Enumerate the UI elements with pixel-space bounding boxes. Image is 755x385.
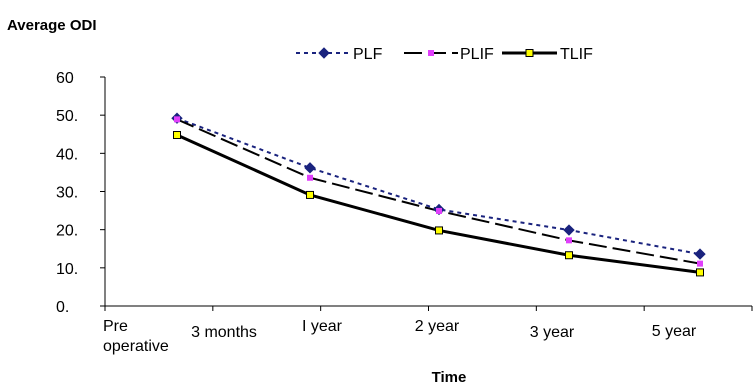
y-tick-label: 40.	[56, 146, 78, 163]
x-tick-label: 3 year	[530, 324, 575, 341]
tlif-line	[176, 133, 701, 274]
y-tick-label: 30.	[56, 185, 78, 202]
tlif-point	[173, 131, 181, 140]
plif-point	[174, 116, 180, 123]
x-tick-label: 2 year	[415, 318, 460, 335]
legend-label-plif: PLIF	[460, 46, 494, 63]
plif-point	[436, 207, 442, 214]
plf-point	[304, 162, 316, 174]
legend-label-plf: PLF	[353, 46, 383, 63]
tlif-point	[306, 190, 314, 199]
y-tick-label: 0.	[56, 299, 69, 316]
x-tick-label: 3 months	[191, 324, 257, 341]
plif-point	[428, 50, 434, 56]
x-tick-label: Pre operative	[103, 318, 169, 355]
plif-point	[307, 174, 313, 181]
x-axis-title: Time	[432, 369, 467, 385]
tlif-point	[435, 226, 443, 235]
plif-point	[566, 237, 572, 244]
y-axis-title: Average ODI	[7, 17, 96, 34]
x-tick-label: 5 year	[652, 323, 697, 340]
tlif-point	[525, 49, 534, 57]
y-tick-label: 60	[56, 70, 74, 87]
tlif-point	[696, 268, 704, 277]
y-tick-label: 50.	[56, 108, 78, 125]
tlif-point	[565, 251, 573, 260]
y-tick-label: 10.	[56, 261, 78, 278]
x-tick-label: I year	[302, 318, 343, 335]
plf-point	[694, 248, 706, 260]
plot-area: 0. 10. 20. 30. 40. 50. 60 Pre operative 3 months I…	[56, 70, 753, 355]
plif-line	[176, 118, 701, 265]
y-tick-label: 20.	[56, 223, 78, 240]
legend-label-tlif: TLIF	[560, 46, 593, 63]
plf-point	[318, 47, 330, 59]
plf-point	[563, 224, 575, 236]
plif-point	[697, 260, 703, 267]
legend: PLF PLIF TLIF	[296, 46, 593, 63]
